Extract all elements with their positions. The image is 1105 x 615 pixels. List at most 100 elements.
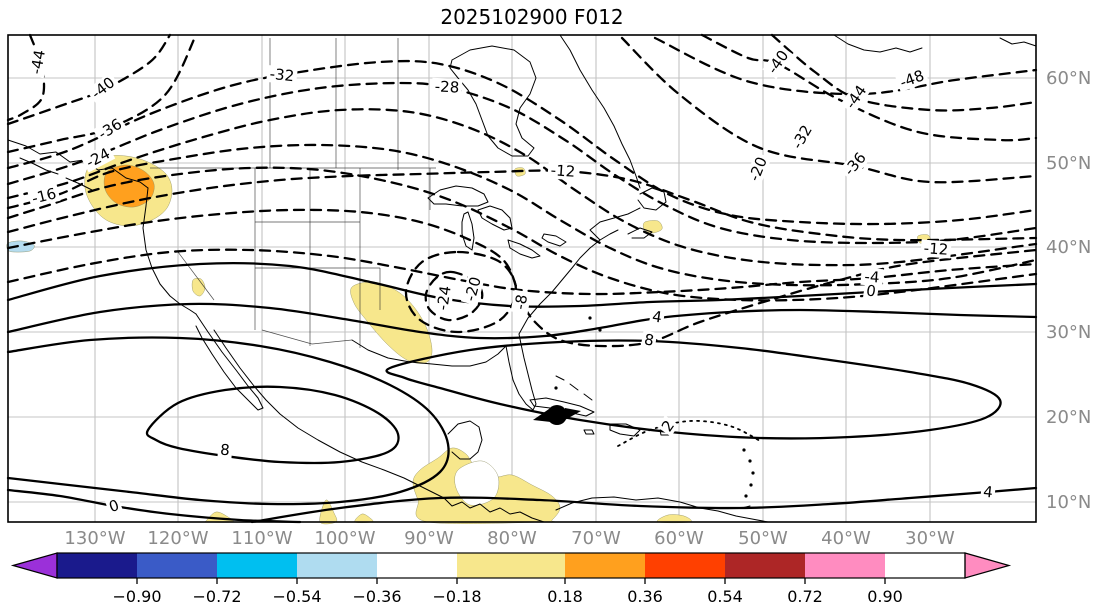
contour-label-box bbox=[85, 72, 121, 104]
colorbar-tick-label: 0.36 bbox=[627, 587, 663, 606]
coastline-path bbox=[195, 313, 264, 411]
contour-label-box bbox=[80, 143, 116, 173]
colorbar-tick-label: 0.54 bbox=[707, 587, 743, 606]
colorbar-segment bbox=[565, 553, 645, 578]
lon-tick-label: 110°W bbox=[231, 528, 292, 549]
contour-label-box bbox=[894, 65, 930, 93]
contour-label-box bbox=[92, 113, 128, 145]
lat-tick-label: 30°N bbox=[1046, 322, 1091, 343]
contour-line--24 bbox=[424, 270, 484, 322]
contour-label--12: -12 bbox=[547, 161, 579, 181]
colorbar-segment bbox=[297, 553, 377, 578]
colorbar-tick-label: −0.18 bbox=[432, 587, 481, 606]
coastline-path bbox=[507, 239, 541, 259]
contour-label--8: -8 bbox=[510, 289, 532, 315]
lon-tick-label: 90°W bbox=[404, 528, 454, 549]
contour-label--4: -4 bbox=[860, 267, 884, 287]
contour-label--12: -12 bbox=[920, 239, 952, 259]
contour-label-box bbox=[838, 147, 872, 181]
colorbar-segment bbox=[137, 553, 217, 578]
contour-label-box bbox=[744, 151, 772, 187]
coastline-path bbox=[518, 229, 619, 335]
contour-label-box bbox=[648, 307, 666, 327]
colorbar-segment bbox=[57, 553, 137, 578]
contour-label-text: -20 bbox=[461, 275, 485, 303]
contour-line--24 bbox=[6, 108, 1038, 267]
colorbar-tick-label: 0.72 bbox=[787, 587, 823, 606]
storm-marker-dot bbox=[547, 405, 567, 425]
contour-label-text: 4 bbox=[651, 307, 663, 326]
colorbar-under-arrow bbox=[10, 552, 58, 579]
contour-line-8 bbox=[385, 339, 1002, 440]
coastline-path bbox=[461, 211, 475, 251]
contour-label--36: -36 bbox=[92, 113, 128, 145]
coastline-path bbox=[559, 34, 641, 189]
admin-border bbox=[177, 251, 215, 301]
contour-label-8: 8 bbox=[217, 441, 233, 460]
contour-line--44 bbox=[770, 33, 1038, 112]
lat-tick-label: 60°N bbox=[1046, 68, 1091, 89]
lat-tick-label: 50°N bbox=[1046, 153, 1091, 174]
coastline-path bbox=[583, 429, 595, 435]
anomaly-patch bbox=[350, 281, 433, 364]
coastline-path bbox=[351, 339, 507, 367]
colorbar-tick-label: −0.72 bbox=[192, 587, 241, 606]
lon-tick-label: 70°W bbox=[571, 528, 621, 549]
contour-label-box bbox=[460, 272, 486, 306]
contour-line--36 bbox=[620, 36, 1038, 184]
contour-label-box bbox=[657, 415, 679, 437]
colorbar-tick-label: −0.36 bbox=[352, 587, 401, 606]
admin-border bbox=[261, 329, 313, 345]
contour-line-0 bbox=[6, 488, 302, 524]
contour-label-box bbox=[860, 267, 884, 287]
coastline-path bbox=[447, 420, 483, 460]
coastline-path bbox=[213, 329, 545, 523]
contour-label-text: -16 bbox=[30, 184, 58, 207]
contour-line-8 bbox=[145, 385, 400, 465]
contour-label-text: -12 bbox=[550, 161, 576, 181]
colorbar-segment bbox=[725, 553, 805, 578]
contour-line--12 bbox=[6, 169, 1038, 242]
lon-tick-label: 40°W bbox=[821, 528, 871, 549]
axis-tick-labels: 130°W 120°W 110°W 100°W 90°W 80°W 70°W 60°W 50°W… bbox=[64, 68, 1091, 549]
contour-label-box bbox=[217, 441, 233, 459]
contour-label-box bbox=[840, 79, 872, 115]
contour-label--24: -24 bbox=[433, 281, 455, 315]
contour-label-box bbox=[266, 64, 298, 86]
lon-tick-label: 50°W bbox=[738, 528, 788, 549]
coastline-path bbox=[529, 397, 595, 417]
colorbar: −0.90 −0.72 −0.54 −0.36 −0.18 0.18 0.36 0.54 0.7… bbox=[10, 552, 1012, 606]
colorbar-tick-label: 0.18 bbox=[547, 587, 583, 606]
lon-tick-label: 120°W bbox=[147, 528, 208, 549]
coastline-path bbox=[609, 423, 641, 437]
lon-tick-label: 30°W bbox=[905, 528, 955, 549]
contour-label--20: -20 bbox=[744, 151, 772, 187]
colorbar-tick-label: −0.54 bbox=[272, 587, 321, 606]
contour-label-box bbox=[787, 119, 817, 155]
contour-label-text: -32 bbox=[269, 65, 295, 85]
contour-label-box bbox=[27, 184, 61, 208]
anomaly-patch bbox=[191, 278, 206, 297]
contour-label-text: 8 bbox=[220, 441, 231, 460]
colorbar-over-arrow bbox=[964, 552, 1012, 579]
colorbar-segment bbox=[457, 553, 565, 578]
colorbar-tick-label: −0.90 bbox=[112, 587, 161, 606]
island-dot bbox=[742, 448, 746, 452]
coastline-path bbox=[833, 34, 923, 53]
contour-label--48: -48 bbox=[894, 65, 930, 93]
contour-line--20 bbox=[6, 143, 1038, 287]
island-dot bbox=[744, 494, 748, 498]
contour-label-box bbox=[510, 289, 532, 315]
coastline-path bbox=[505, 333, 537, 411]
contour-label-4: 4 bbox=[980, 483, 996, 501]
lat-tick-label: 10°N bbox=[1046, 492, 1091, 513]
lat-tick-label: 20°N bbox=[1046, 407, 1091, 428]
coastline-path bbox=[583, 393, 593, 401]
state-borders bbox=[150, 38, 436, 348]
contour-label-text: -12 bbox=[923, 239, 949, 259]
storm-marker-left-wedge bbox=[533, 409, 551, 422]
contour-label-box bbox=[433, 281, 455, 315]
map-border bbox=[7, 34, 1037, 523]
